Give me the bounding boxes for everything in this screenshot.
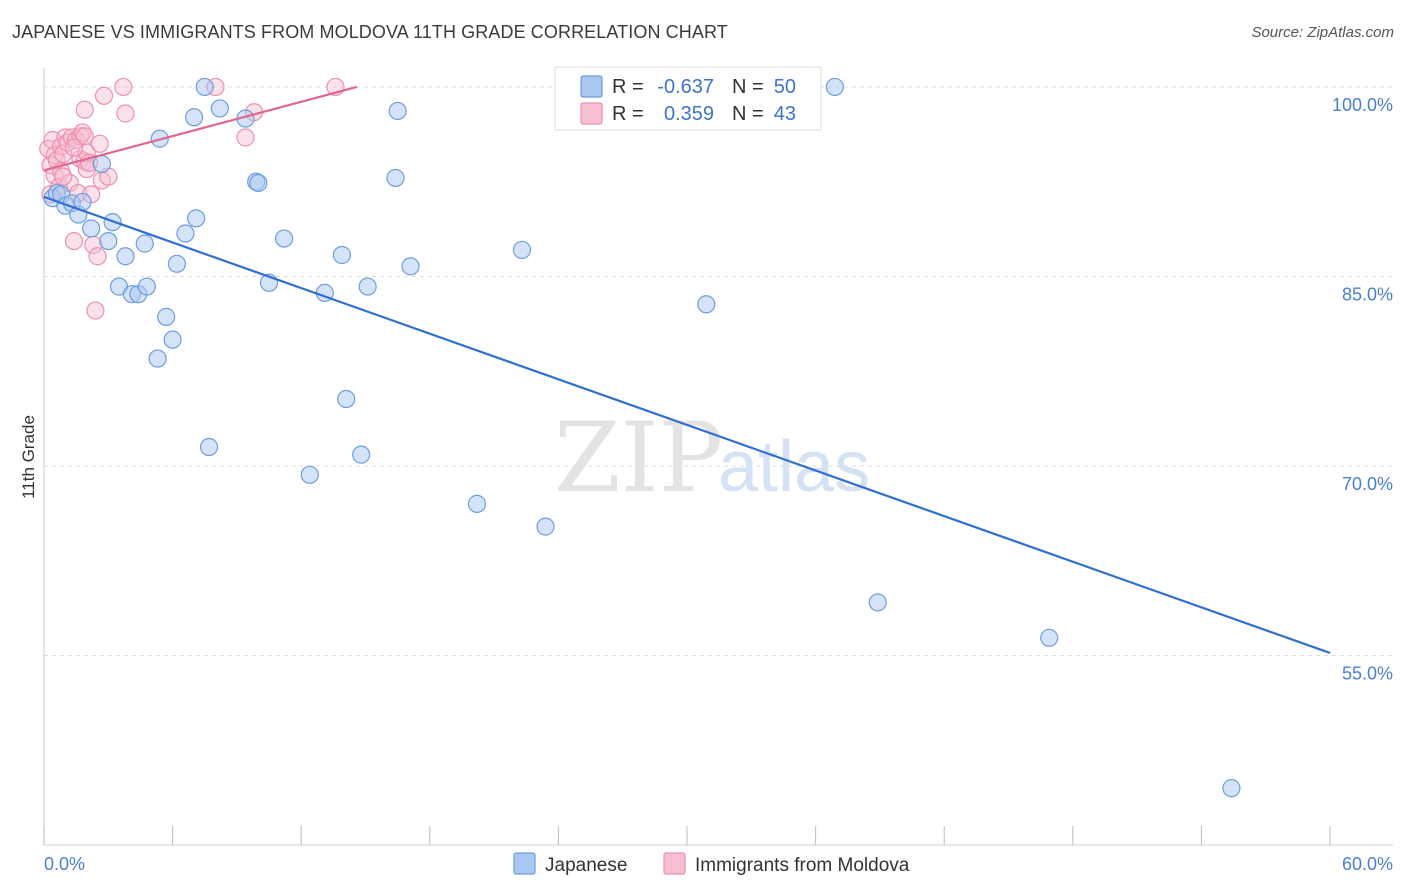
data-point-moldova [90,134,109,153]
y-tick-labels: 100.0% 85.0% 70.0% 55.0% [1332,95,1393,684]
trend-line-moldova [43,85,358,172]
data-point-japanese [157,307,176,326]
data-point-japanese [697,295,716,314]
data-point-moldova [75,100,94,119]
data-point-moldova [64,231,84,251]
bottom-legend-label-moldova: Immigrants from Moldova [695,855,910,876]
data-point-japanese [536,517,555,536]
data-point-japanese [99,231,118,251]
legend-n-value-japanese: 50 [774,76,796,98]
data-point-japanese [358,277,377,296]
legend-n-value-moldova: 43 [774,103,796,125]
bottom-legend-label-japanese: Japanese [545,855,627,876]
data-point-japanese [167,254,186,273]
data-point-japanese [825,77,844,97]
gridlines [44,86,1393,656]
chart-title: JAPANESE VS IMMIGRANTS FROM MOLDOVA 11TH… [12,22,728,42]
bottom-legend: Japanese Immigrants from Moldova [513,852,910,876]
data-point-japanese [386,168,405,188]
x-tick-label-min: 0.0% [44,854,85,874]
data-point-japanese [332,245,352,265]
data-point-japanese [401,257,420,276]
bottom-legend-swatch-moldova [663,852,686,875]
data-point-japanese [274,229,294,248]
legend-r-label-japanese: R = [612,76,644,98]
data-point-japanese [184,108,204,127]
data-point-japanese [512,240,532,260]
legend-r-value-japanese: -0.637 [657,76,714,98]
data-point-moldova [86,301,105,320]
trend-lines [43,85,1331,654]
legend-n-label-moldova: N = [732,103,764,125]
data-point-japanese [199,437,219,457]
data-point-moldova [54,167,73,186]
data-point-moldova [64,138,84,157]
data-point-japanese [148,349,167,368]
data-point-japanese [116,247,135,266]
watermark-atlas: atlas [718,427,870,507]
x-tick-labels: 0.0% 60.0% [44,854,1393,874]
data-point-moldova [116,104,135,123]
data-point-japanese [92,154,111,174]
bottom-legend-swatch-japanese [513,852,536,875]
data-point-japanese [163,330,182,349]
y-tick-label: 55.0% [1342,663,1393,683]
watermark-zip: ZIP [554,402,723,514]
y-tick-label: 70.0% [1342,474,1393,494]
data-point-moldova [236,128,255,147]
trend-line-japanese [43,195,1331,654]
watermark: ZIP atlas [554,402,870,514]
data-point-japanese [195,77,214,97]
legend-r-label-moldova: R = [612,103,644,125]
data-point-japanese [337,389,356,409]
y-tick-label: 85.0% [1342,284,1393,304]
data-point-japanese [388,101,407,121]
legend-r-value-moldova: 0.359 [664,103,714,125]
data-point-japanese [187,209,206,228]
data-point-japanese [210,99,229,118]
stats-legend: R = -0.637 N = 50 R = 0.359 N = 43 [554,66,822,131]
data-point-moldova [114,77,133,97]
data-point-japanese [1040,628,1059,647]
y-tick-label: 100.0% [1332,95,1393,115]
legend-swatch-japanese [580,75,603,98]
data-point-japanese [137,277,156,296]
data-point-japanese [868,593,887,612]
data-point-moldova [94,86,114,105]
chart-source: Source: ZipAtlas.com [1251,24,1394,41]
data-point-japanese [135,234,154,253]
data-point-japanese [467,494,487,513]
legend-n-label-japanese: N = [732,76,764,98]
x-tick-label-max: 60.0% [1342,854,1393,874]
data-point-japanese [176,224,195,243]
data-point-moldova [88,247,107,266]
data-point-japanese [1222,779,1241,798]
y-axis-label: 11th Grade [19,415,38,499]
data-point-japanese [352,445,371,464]
data-point-japanese [249,173,268,193]
legend-swatch-moldova [580,102,603,125]
data-point-japanese [300,465,319,484]
data-point-japanese [82,219,101,238]
